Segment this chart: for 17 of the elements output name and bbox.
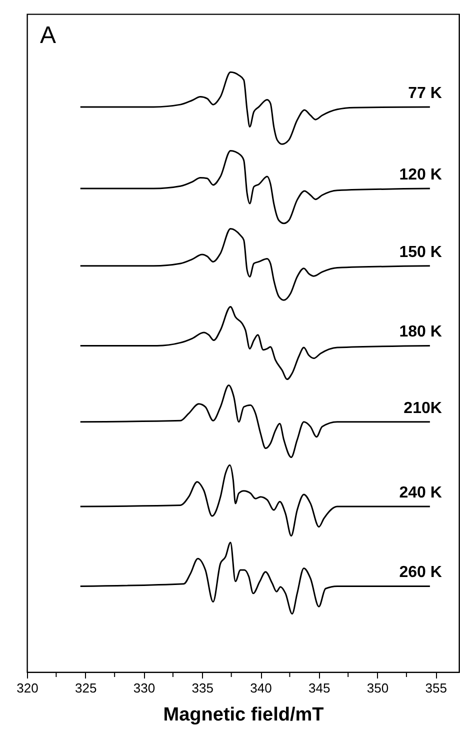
series-label: 210K bbox=[404, 400, 442, 417]
x-tick-label: 340 bbox=[250, 680, 272, 696]
x-tick-label: 335 bbox=[192, 680, 214, 696]
x-tick-label: 330 bbox=[133, 680, 156, 696]
text: A bbox=[40, 22, 56, 49]
x-tick-label: 325 bbox=[75, 680, 97, 696]
series-label: 240 K bbox=[399, 484, 442, 502]
x-axis-title: Magnetic field/mT bbox=[163, 704, 324, 726]
series-label: 120 K bbox=[399, 166, 442, 184]
series-label: 77 K bbox=[408, 84, 442, 102]
x-tick-label: 345 bbox=[308, 680, 330, 696]
x-tick-label: 355 bbox=[425, 680, 447, 696]
x-tick-label: 320 bbox=[16, 680, 38, 696]
x-tick-label: 350 bbox=[366, 680, 389, 696]
series-label: 180 K bbox=[399, 324, 442, 341]
series-label: 150 K bbox=[399, 244, 442, 261]
series-label: 260 K bbox=[399, 564, 442, 582]
